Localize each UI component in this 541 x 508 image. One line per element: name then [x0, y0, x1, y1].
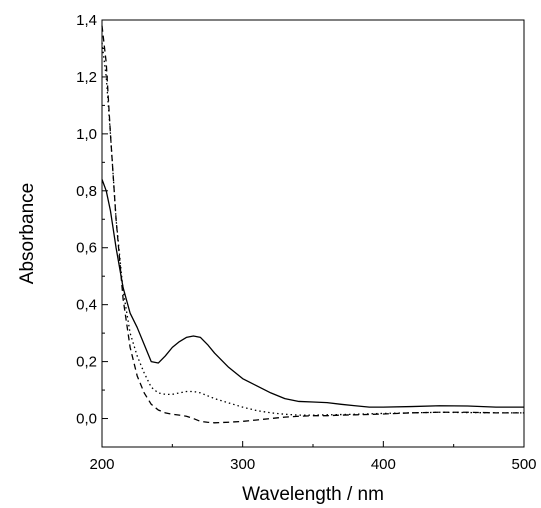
y-tick-label: 1,4 [76, 12, 97, 29]
y-tick-label: 0,6 [76, 240, 97, 257]
series-line-dashed [101, 25, 524, 424]
y-tick-label: 0,0 [76, 411, 97, 428]
x-tick-label: 500 [511, 456, 536, 473]
y-tick-label: 1,2 [76, 69, 97, 86]
x-tick-label: 300 [230, 456, 255, 473]
x-tick-label: 200 [89, 456, 114, 473]
y-tick-label: 0,8 [76, 183, 97, 200]
series-layer [101, 25, 524, 424]
x-axis-title: Wavelength / nm [242, 484, 384, 505]
y-tick-label: 0,4 [76, 297, 97, 314]
plot-frame [101, 19, 525, 448]
series-line-dotted [101, 42, 524, 416]
x-tick-label: 400 [371, 456, 396, 473]
series-line-solid [101, 179, 524, 408]
y-tick-label: 0,2 [76, 354, 97, 371]
y-axis-title: Absorbance [17, 183, 38, 284]
ticks-layer: 200 300 400 500 0,0 0,2 0,4 0,6 0,8 1,0 1,2 1,4 [76, 12, 536, 473]
y-tick-label: 1,0 [76, 126, 97, 143]
